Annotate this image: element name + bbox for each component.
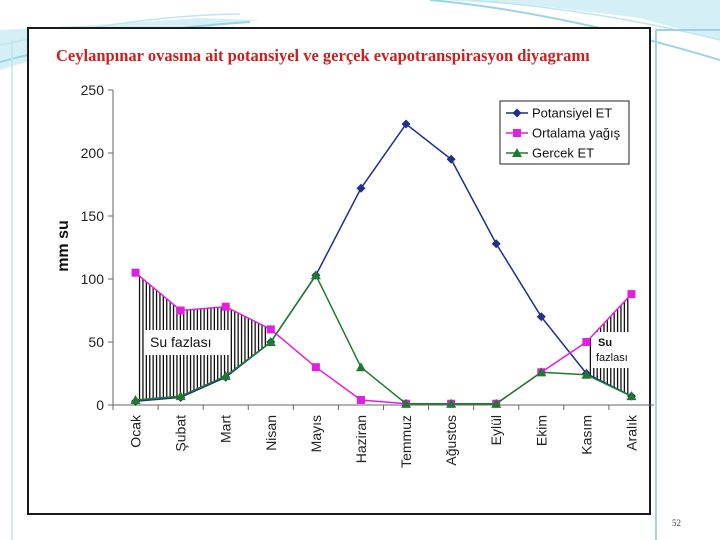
- page-number: 52: [672, 518, 681, 528]
- point-gercek-et: [220, 371, 231, 381]
- point-potansiyel-et: [536, 312, 546, 322]
- series-line-potansiyel-et: [135, 122, 632, 402]
- legend-label-gercek-et: Gercek ET: [532, 146, 594, 161]
- legend-marker-potansiyel-et: [512, 108, 522, 118]
- point-gercek-et: [446, 398, 457, 408]
- point-ortalama-yagis: [627, 290, 636, 299]
- point-gercek-et: [581, 369, 592, 379]
- point-gercek-et: [491, 398, 502, 408]
- series-line-ortalama-yagis: [135, 272, 633, 405]
- x-tick-label: Haziran: [353, 415, 369, 463]
- su-fazlasi-label-bg: [145, 330, 230, 355]
- x-tick-label: Ekim: [533, 415, 549, 446]
- point-potansiyel-et: [356, 183, 366, 193]
- su-label-2: Su: [598, 337, 612, 349]
- y-axis-label: mm su: [55, 220, 72, 272]
- chart-title: Ceylanpınar ovasına ait potansiyel ve ge…: [56, 46, 590, 65]
- x-tick-label: Kasım: [578, 415, 594, 455]
- y-tick-label: 50: [88, 334, 104, 350]
- point-potansiyel-et: [446, 154, 456, 164]
- point-gercek-et: [310, 270, 321, 280]
- legend: Potansiyel ET Ortalama yağış Gercek ET: [499, 100, 630, 165]
- point-ortalama-yagis: [221, 302, 230, 311]
- axes: 0 50 100 150 200 250 Ocak Şubat Mart Nisan Mayıs Ha…: [81, 82, 654, 468]
- point-gercek-et: [536, 367, 547, 377]
- series-line-gercek-et: [135, 273, 632, 405]
- point-gercek-et: [401, 398, 412, 408]
- legend-label-potansiyel-et: Potansiyel ET: [532, 106, 612, 121]
- legend-label-ortalama-yagis: Ortalama yağış: [532, 126, 621, 141]
- point-ortalama-yagis: [176, 306, 185, 315]
- point-potansiyel-et: [401, 119, 411, 129]
- x-tick-label: Ağustos: [443, 415, 459, 466]
- y-tick-label: 200: [81, 145, 105, 161]
- series-layer: [130, 119, 637, 408]
- point-gercek-et: [175, 391, 186, 401]
- point-gercek-et: [626, 391, 637, 401]
- point-ortalama-yagis: [131, 268, 140, 277]
- x-tick-label: Mayıs: [308, 415, 324, 452]
- point-gercek-et: [355, 362, 366, 372]
- x-tick-label: Ocak: [128, 414, 144, 448]
- x-tick-label: Aralık: [623, 414, 639, 451]
- legend-marker-ortalama-yagis: [513, 129, 521, 137]
- point-gercek-et: [265, 337, 276, 346]
- legend-marker-gercek-et: [512, 148, 522, 157]
- y-tick-label: 250: [81, 82, 105, 98]
- point-ortalama-yagis: [356, 395, 365, 404]
- fazlasi-label-2: fazlası: [596, 352, 628, 364]
- x-tick-label: Mart: [218, 415, 234, 443]
- su-fazlasi-label: Su fazlası: [150, 334, 211, 350]
- x-tick-label: Eylül: [488, 415, 504, 445]
- x-tick-label: Şubat: [173, 415, 189, 452]
- point-potansiyel-et: [491, 239, 501, 249]
- su-fazlasi-label-2-bg: [592, 332, 640, 368]
- point-gercek-et: [130, 394, 141, 404]
- point-ortalama-yagis: [311, 363, 320, 372]
- point-ortalama-yagis: [266, 325, 275, 334]
- x-tick-label: Nisan: [263, 415, 279, 451]
- y-tick-label: 0: [96, 397, 104, 413]
- y-tick-label: 100: [81, 271, 105, 287]
- x-tick-label: Temmuz: [398, 415, 414, 468]
- y-tick-label: 150: [81, 208, 105, 224]
- point-ortalama-yagis: [582, 338, 591, 346]
